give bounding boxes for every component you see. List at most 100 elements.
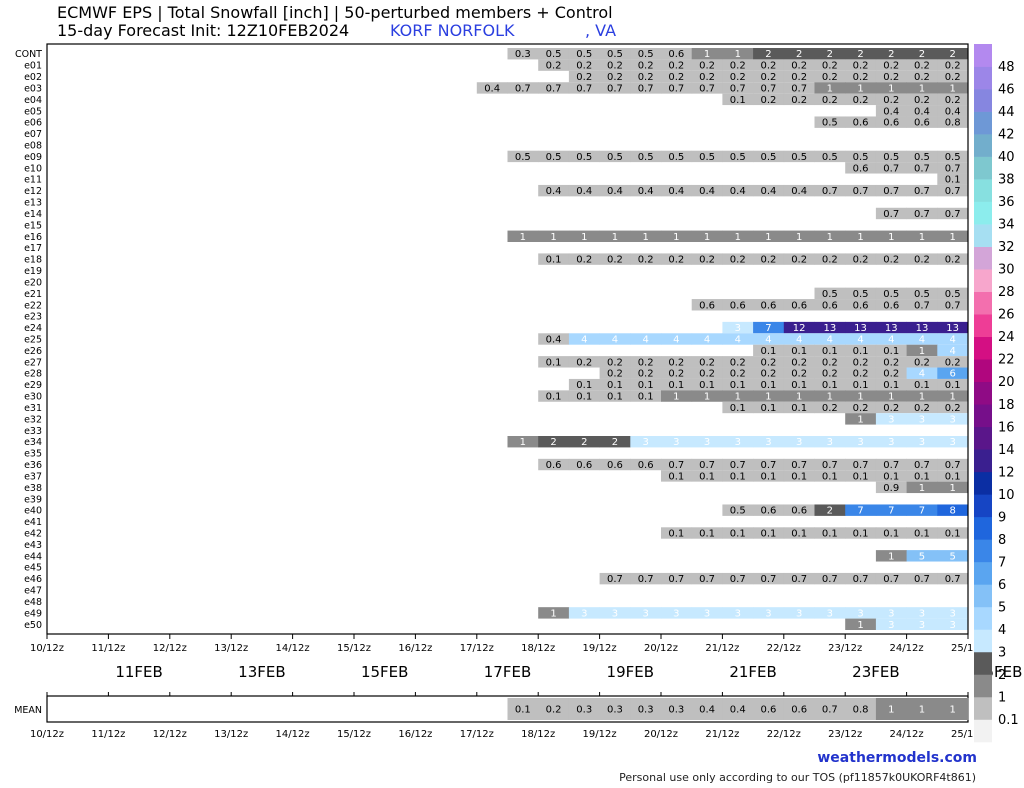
member-e32-cell [875, 413, 907, 425]
member-e12-cell-label: 0.7 [883, 186, 899, 197]
member-e22-cell [753, 299, 785, 311]
member-e03-cell [507, 82, 539, 94]
member-e49-cell-label: 3 [612, 608, 618, 619]
member-label: e40 [24, 506, 42, 517]
member-e27-cell-label: 0.2 [791, 357, 807, 368]
member-e50-cell [937, 618, 969, 630]
mean-cell-label: 0.1 [515, 705, 531, 716]
member-cont-cell [507, 48, 539, 60]
member-cont-cell [661, 48, 693, 60]
member-e30-cell [630, 390, 662, 402]
member-e36-cell-label: 0.7 [914, 460, 930, 471]
member-e01-cell-label: 0.2 [883, 61, 899, 72]
member-e02-cell [661, 70, 693, 83]
member-e46-cell-label: 0.7 [699, 574, 715, 585]
member-e34-cell-label: 3 [949, 437, 955, 448]
member-e31-cell [845, 401, 877, 414]
member-label: e11 [24, 175, 42, 186]
member-e02-cell-label: 0.2 [730, 72, 746, 83]
colorbar-label: 30 [998, 263, 1015, 278]
member-e12-cell-label: 0.7 [853, 186, 869, 197]
member-e16-cell-label: 1 [550, 232, 556, 243]
x-tick-label: 24/12z [890, 643, 924, 654]
member-e49-cell [937, 607, 969, 619]
member-e42-cell-label: 0.1 [883, 529, 899, 540]
member-e27-cell [783, 356, 815, 368]
member-e36-cell [906, 458, 938, 471]
member-e46-cell [937, 572, 969, 585]
member-e16-cell-label: 1 [765, 232, 771, 243]
x-tick-label: 11/12z [91, 643, 125, 654]
member-e37-cell-label: 0.1 [822, 471, 838, 482]
member-e03-cell [753, 82, 785, 94]
member-e31-cell-label: 0.2 [853, 403, 869, 414]
day-label: 21FEB [729, 663, 776, 681]
member-e09-cell-label: 0.5 [576, 152, 592, 163]
member-e12-cell-label: 0.4 [576, 186, 592, 197]
member-label: e28 [24, 369, 42, 380]
member-e16-cell [568, 230, 600, 242]
member-e30-cell-label: 1 [796, 392, 802, 403]
member-e21-cell-label: 0.5 [883, 289, 899, 300]
x-tick-label: 25/12z [951, 643, 985, 654]
member-e34-cell [599, 436, 631, 448]
mean-x-tick-label: 21/12z [705, 729, 739, 740]
member-e12-cell [691, 184, 723, 197]
member-label: e30 [24, 392, 42, 403]
colorbar-swatch [974, 404, 992, 428]
member-e42-cell [661, 527, 693, 539]
member-label: e10 [24, 163, 42, 174]
member-e16-cell [814, 230, 846, 242]
member-e25-cell-label: 4 [704, 335, 710, 346]
member-e29-cell-label: 0.1 [883, 380, 899, 391]
member-e38-cell-label: 1 [949, 483, 955, 494]
mean-x-tick-label: 20/12z [644, 729, 678, 740]
member-e12-cell-label: 0.4 [730, 186, 746, 197]
mean-x-tick-label: 19/12z [583, 729, 617, 740]
member-e29-cell-label: 0.1 [699, 380, 715, 391]
member-e21-cell [875, 287, 907, 300]
member-e29-cell-label: 0.1 [760, 380, 776, 391]
member-e06-cell-label: 0.6 [883, 118, 899, 129]
member-label: e43 [24, 540, 42, 551]
member-e22-cell-label: 0.6 [853, 300, 869, 311]
member-e26-cell [906, 344, 938, 357]
member-e28-cell-label: 0.2 [699, 369, 715, 380]
member-e28-cell [630, 367, 662, 379]
member-e03-cell-label: 0.7 [730, 83, 746, 94]
member-e01-cell [753, 59, 785, 71]
member-e01-cell [783, 59, 815, 71]
member-e34-cell-label: 3 [796, 437, 802, 448]
member-e30-cell-label: 0.1 [638, 392, 654, 403]
member-e27-cell-label: 0.1 [546, 357, 562, 368]
mean-cell [568, 698, 600, 720]
member-e31-cell [722, 401, 754, 414]
member-e49-cell-label: 3 [704, 608, 710, 619]
member-e30-cell [753, 390, 785, 402]
member-cont-cell [538, 48, 570, 60]
member-e02-cell-label: 0.2 [822, 72, 838, 83]
member-e50-cell [906, 618, 938, 630]
site-credit[interactable]: weathermodels.com [817, 750, 977, 766]
member-cells: 0.3 0.5 0.5 0.5 0.5 0.6 1 1 2 2 2 2 2 2 20.2 0.2 0.2 0.2 0… [476, 48, 969, 631]
member-e40-cell-label: 7 [919, 506, 925, 517]
member-e03-cell [476, 82, 508, 94]
member-e09-cell-label: 0.5 [945, 152, 961, 163]
init-time: 15-day Forecast Init: 12Z10FEB2024 [57, 21, 350, 40]
member-e36-cell-label: 0.7 [760, 460, 776, 471]
member-e09-cell-label: 0.5 [791, 152, 807, 163]
member-e01-cell-label: 0.2 [791, 61, 807, 72]
member-e09-cell [630, 150, 662, 163]
member-e29-cell [630, 378, 662, 391]
member-e28-cell [661, 367, 693, 379]
member-e09-cell [906, 150, 938, 163]
member-e02-cell-label: 0.2 [914, 72, 930, 83]
terms-notice: Personal use only according to our TOS (… [619, 771, 976, 784]
member-e02-cell [599, 70, 631, 83]
member-e28-cell [937, 367, 969, 379]
member-e36-cell [568, 458, 600, 471]
member-e10-cell-label: 0.7 [914, 163, 930, 174]
member-e18-cell [783, 253, 815, 265]
member-e04-cell-label: 0.1 [730, 95, 746, 106]
member-e02-cell [630, 70, 662, 83]
